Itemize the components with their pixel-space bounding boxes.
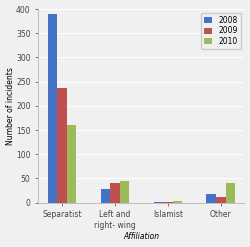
Bar (67, 125, 76, 203)
X-axis label: Affiliation: Affiliation (123, 232, 160, 242)
Legend: 2008, 2009, 2010: 2008, 2009, 2010 (202, 13, 240, 49)
Bar (172, 201, 182, 203)
Bar (216, 197, 226, 203)
Bar (120, 181, 129, 203)
Bar (100, 189, 110, 203)
Y-axis label: Number of incidents: Number of incidents (6, 67, 15, 145)
Bar (206, 194, 216, 203)
Bar (154, 202, 163, 203)
Bar (110, 183, 120, 203)
Bar (163, 202, 172, 203)
Bar (57, 88, 67, 203)
Bar (48, 14, 57, 203)
Bar (226, 183, 235, 203)
